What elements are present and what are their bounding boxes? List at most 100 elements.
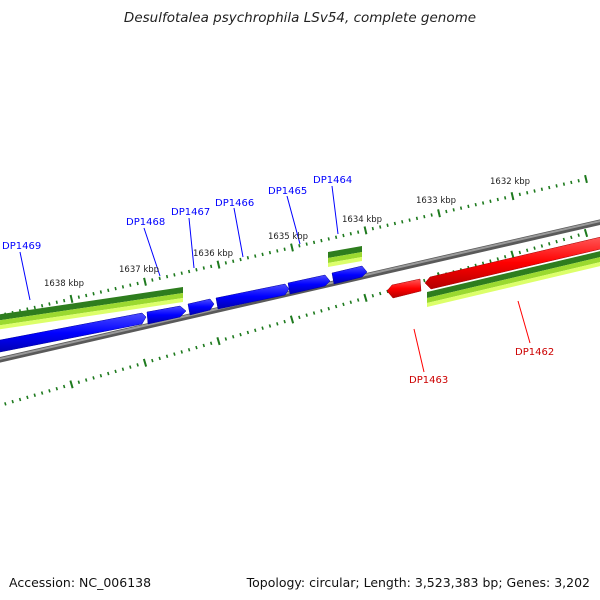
minor-tick: [356, 298, 360, 302]
minor-tick: [327, 237, 330, 241]
minor-tick: [298, 244, 301, 248]
minor-tick: [129, 283, 132, 287]
tick-track-lower: [0, 228, 589, 410]
minor-tick: [121, 367, 125, 371]
minor-tick: [327, 306, 330, 311]
minor-tick: [525, 248, 529, 253]
gene-dp1464-arrow[interactable]: [331, 265, 368, 285]
minor-tick: [452, 208, 455, 212]
minor-tick: [107, 371, 110, 376]
gene-dp1465-arrow[interactable]: [287, 274, 331, 295]
minor-tick: [173, 352, 176, 356]
minor-tick: [283, 247, 286, 251]
minor-tick: [393, 221, 397, 226]
reverse-genes: [386, 236, 600, 299]
major-tick: [69, 294, 74, 303]
feature-band-reverse: [427, 251, 600, 307]
minor-tick: [496, 257, 500, 261]
minor-tick: [92, 376, 95, 380]
minor-tick: [349, 300, 353, 304]
gene-label-dp1464[interactable]: DP1464: [313, 175, 352, 186]
minor-tick: [239, 257, 242, 262]
gene-label-dp1469[interactable]: DP1469: [2, 241, 41, 252]
gene-label-dp1467[interactable]: DP1467: [171, 207, 210, 218]
minor-tick: [232, 259, 235, 263]
minor-tick: [378, 291, 382, 296]
minor-tick: [379, 225, 382, 229]
minor-tick: [562, 237, 566, 242]
minor-tick: [562, 182, 566, 186]
tick-label: 1635 kbp: [268, 232, 308, 242]
gene-dp1467-arrow[interactable]: [187, 298, 215, 316]
minor-tick: [129, 365, 132, 369]
minor-tick: [4, 402, 7, 406]
minor-tick: [430, 213, 433, 217]
minor-tick: [231, 335, 235, 339]
minor-tick: [533, 246, 536, 250]
minor-tick: [55, 386, 59, 391]
minor-tick: [334, 304, 338, 309]
minor-tick: [386, 223, 389, 227]
gene-label-dp1463[interactable]: DP1463: [409, 375, 448, 386]
minor-tick: [254, 328, 257, 333]
minor-tick: [165, 354, 169, 359]
minor-tick: [496, 197, 499, 202]
minor-tick: [84, 378, 88, 382]
gene-labels: DP1464 DP1465 DP1466 DP1467 DP1468 DP146…: [2, 175, 554, 386]
tick-label: 1634 kbp: [342, 215, 382, 225]
gene-dp1468-arrow[interactable]: [146, 305, 187, 325]
minor-tick: [276, 249, 279, 253]
major-tick: [290, 243, 294, 252]
gene-dp1463-arrow[interactable]: [386, 278, 422, 299]
minor-tick: [158, 356, 161, 361]
minor-tick: [276, 322, 279, 326]
minor-tick: [246, 330, 250, 335]
minor-tick: [548, 242, 551, 246]
minor-tick: [180, 271, 183, 275]
feature-band-forward-right: [328, 246, 362, 267]
minor-tick: [151, 358, 154, 363]
minor-tick: [187, 269, 191, 274]
minor-tick: [261, 326, 264, 330]
minor-tick: [555, 239, 558, 244]
minor-tick: [312, 311, 316, 315]
minor-tick: [209, 341, 213, 346]
minor-tick: [526, 190, 529, 195]
minor-tick: [349, 232, 352, 236]
minor-tick: [92, 292, 95, 296]
minor-tick: [26, 395, 29, 400]
gene-dp1466-arrow[interactable]: [215, 283, 290, 310]
minor-tick: [489, 259, 492, 263]
minor-tick: [570, 235, 573, 240]
minor-tick: [320, 238, 323, 243]
major-tick: [584, 174, 588, 184]
minor-tick: [107, 288, 110, 293]
tick-label: 1633 kbp: [416, 196, 456, 206]
gene-label-dp1465[interactable]: DP1465: [268, 186, 307, 197]
minor-tick: [548, 185, 551, 190]
minor-tick: [195, 268, 198, 272]
minor-tick: [357, 230, 360, 234]
minor-tick: [268, 324, 272, 328]
major-tick: [143, 277, 147, 286]
minor-tick: [33, 393, 36, 397]
major-tick: [363, 226, 368, 235]
minor-tick: [540, 244, 544, 248]
minor-tick: [224, 337, 228, 341]
minor-tick: [570, 180, 573, 185]
gene-dp1469-arrow[interactable]: [0, 312, 147, 353]
minor-tick: [40, 303, 44, 308]
minor-tick: [254, 254, 257, 258]
minor-tick: [445, 209, 448, 214]
gene-label-dp1468[interactable]: DP1468: [126, 217, 165, 228]
accession-label: Accession: NC_006138: [9, 575, 152, 590]
minor-tick: [481, 201, 485, 205]
minor-tick: [503, 255, 507, 259]
minor-tick: [33, 305, 36, 310]
tick-label: 1638 kbp: [44, 279, 84, 289]
gene-dp1462-arrow[interactable]: [424, 236, 600, 290]
gene-label-dp1466[interactable]: DP1466: [215, 198, 254, 209]
major-tick: [289, 315, 295, 324]
gene-label-dp1462[interactable]: DP1462: [515, 347, 554, 358]
feature-band-forward-left: [0, 287, 183, 330]
